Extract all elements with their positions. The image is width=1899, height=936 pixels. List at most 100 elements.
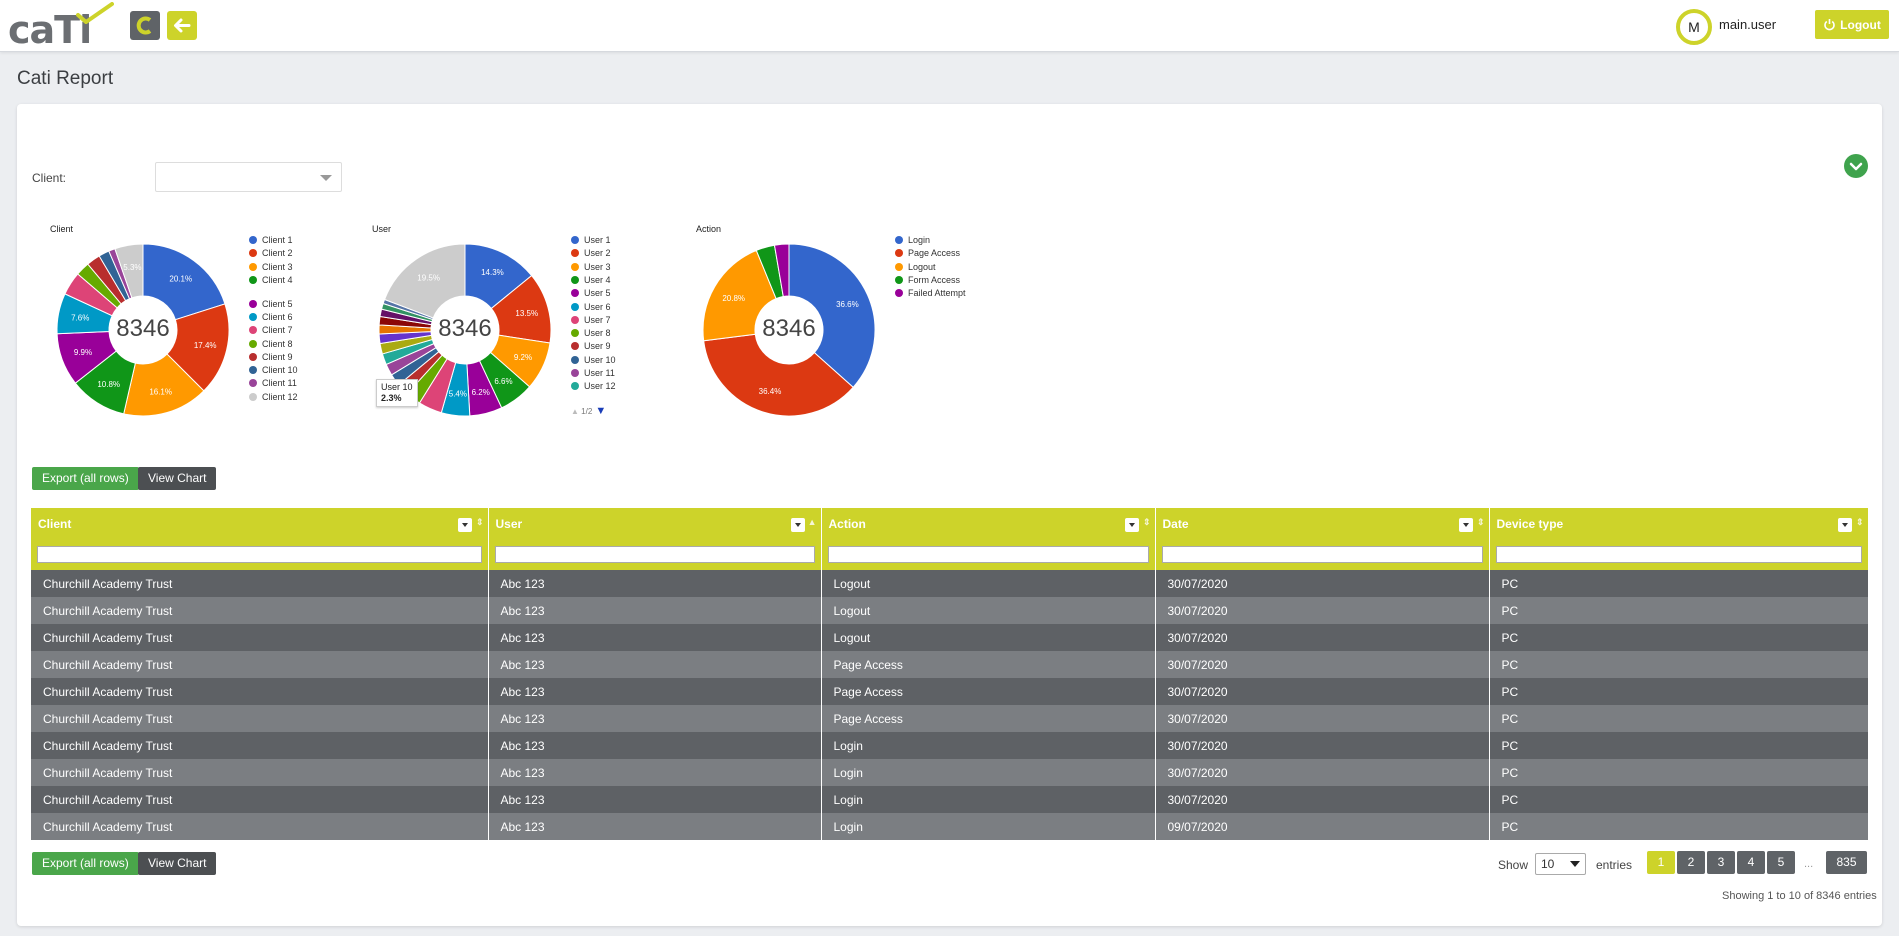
- slice-label: 16.1%: [149, 388, 172, 397]
- legend-item[interactable]: Client 11: [249, 378, 297, 388]
- legend-next-icon[interactable]: ▼: [592, 405, 607, 417]
- legend-label: Client 12: [262, 391, 298, 402]
- export-all-rows-button-bottom[interactable]: Export (all rows): [32, 852, 139, 875]
- table-cell: Abc 123: [488, 597, 822, 624]
- legend-item[interactable]: Client 6: [249, 312, 293, 322]
- legend-prev-icon[interactable]: ▲: [571, 407, 582, 416]
- table-cell: PC: [1489, 678, 1869, 705]
- table-row[interactable]: Churchill Academy Trust Abc 123 Logout 30/0…: [31, 624, 1869, 651]
- legend-item[interactable]: User 6: [571, 302, 611, 312]
- column-filter-dropdown[interactable]: [1837, 518, 1852, 532]
- page-button-last[interactable]: 835: [1826, 851, 1867, 874]
- column-header-client[interactable]: Client ⇕: [31, 508, 489, 540]
- client-select[interactable]: [155, 162, 342, 192]
- legend-item[interactable]: User 10: [571, 355, 616, 365]
- logout-button[interactable]: Logout: [1815, 10, 1889, 39]
- legend-item[interactable]: Client 1: [249, 235, 293, 245]
- legend-item[interactable]: Client 10: [249, 365, 298, 375]
- donut-slice[interactable]: [383, 243, 466, 319]
- legend-item[interactable]: User 4: [571, 275, 611, 285]
- action-filter-input[interactable]: [827, 546, 1149, 563]
- date-filter-input[interactable]: [1161, 546, 1483, 563]
- legend-item[interactable]: Client 8: [249, 339, 293, 349]
- view-chart-button-bottom[interactable]: View Chart: [138, 852, 217, 875]
- table-row[interactable]: Churchill Academy Trust Abc 123 Login 09/07…: [31, 813, 1869, 840]
- page-button-1[interactable]: 1: [1647, 851, 1675, 874]
- sort-icon[interactable]: ▲: [807, 517, 817, 527]
- column-header-action[interactable]: Action ⇕: [821, 508, 1156, 540]
- legend-item[interactable]: User 3: [571, 262, 611, 272]
- legend-swatch: [571, 329, 579, 338]
- tooltip-name: User 10: [381, 382, 413, 392]
- collapse-button[interactable]: [1844, 154, 1868, 178]
- legend-item[interactable]: Failed Attempt: [895, 288, 966, 298]
- legend-item[interactable]: User 8: [571, 328, 611, 338]
- page-button-5[interactable]: 5: [1767, 851, 1795, 874]
- slice-label: 9.9%: [74, 348, 92, 357]
- client-filter-input[interactable]: [37, 546, 482, 563]
- legend-item[interactable]: Page Access: [895, 248, 960, 258]
- export-all-rows-button[interactable]: Export (all rows): [32, 467, 139, 490]
- legend-item[interactable]: User 7: [571, 315, 611, 325]
- column-filter-dropdown[interactable]: [1458, 518, 1473, 532]
- table-row[interactable]: Churchill Academy Trust Abc 123 Page Acces…: [31, 651, 1869, 678]
- legend-item[interactable]: User 12: [571, 381, 616, 391]
- donut-slice[interactable]: [703, 333, 854, 417]
- table-row[interactable]: Churchill Academy Trust Abc 123 Page Acces…: [31, 678, 1869, 705]
- donut-slice[interactable]: [142, 243, 226, 321]
- donut-slice[interactable]: [788, 243, 876, 388]
- legend-item[interactable]: Form Access: [895, 275, 960, 285]
- legend-item[interactable]: Client 3: [249, 262, 293, 272]
- legend-pager[interactable]: ▲ 1/2 ▼: [571, 405, 606, 417]
- table-row[interactable]: Churchill Academy Trust Abc 123 Login 30/07…: [31, 732, 1869, 759]
- table-row[interactable]: Churchill Academy Trust Abc 123 Logout 30/0…: [31, 570, 1869, 597]
- legend-item[interactable]: Login: [895, 235, 930, 245]
- table-row[interactable]: Churchill Academy Trust Abc 123 Logout 30/0…: [31, 597, 1869, 624]
- page-size-select[interactable]: 10: [1535, 853, 1586, 875]
- column-header-user[interactable]: User ▲: [488, 508, 822, 540]
- donut-slice[interactable]: [773, 243, 790, 298]
- c-logo-icon: [136, 16, 152, 35]
- page-button-4[interactable]: 4: [1737, 851, 1765, 874]
- table-row[interactable]: Churchill Academy Trust Abc 123 Login 30/07…: [31, 786, 1869, 813]
- table-row[interactable]: Churchill Academy Trust Abc 123 Login 30/07…: [31, 759, 1869, 786]
- donut-slice[interactable]: [114, 243, 144, 299]
- page-button-3[interactable]: 3: [1707, 851, 1735, 874]
- column-filter-dropdown[interactable]: [457, 518, 472, 532]
- table-row[interactable]: Churchill Academy Trust Abc 123 Page Acces…: [31, 705, 1869, 732]
- cati-logo[interactable]: caTi: [8, 2, 114, 52]
- donut-slice[interactable]: [702, 249, 777, 342]
- legend-item[interactable]: Client 12: [249, 392, 298, 402]
- sort-icon[interactable]: ⇕: [1476, 517, 1485, 527]
- cati-home-button[interactable]: [130, 11, 160, 40]
- legend-item[interactable]: Client 2: [249, 248, 293, 258]
- username[interactable]: main.user: [1719, 17, 1777, 32]
- column-filter-dropdown[interactable]: [790, 518, 805, 532]
- legend-swatch: [249, 312, 257, 321]
- legend-item[interactable]: Client 5: [249, 299, 293, 309]
- device-type-filter-input[interactable]: [1495, 546, 1862, 563]
- column-header-device-type[interactable]: Device type ⇕: [1489, 508, 1869, 540]
- legend-item[interactable]: Client 7: [249, 325, 293, 335]
- column-header-date[interactable]: Date ⇕: [1155, 508, 1490, 540]
- column-filter-dropdown[interactable]: [1124, 518, 1139, 532]
- legend-item[interactable]: User 5: [571, 288, 611, 298]
- sort-icon[interactable]: ⇕: [1142, 517, 1151, 527]
- legend-item[interactable]: Client 4: [249, 275, 293, 285]
- user-filter-input[interactable]: [494, 546, 815, 563]
- avatar[interactable]: M: [1676, 9, 1712, 45]
- donut-total: 8346: [762, 315, 816, 342]
- view-chart-button[interactable]: View Chart: [138, 467, 217, 490]
- back-button[interactable]: [167, 11, 197, 40]
- page-button-2[interactable]: 2: [1677, 851, 1705, 874]
- sort-icon[interactable]: ⇕: [1855, 517, 1864, 527]
- legend-item[interactable]: Client 9: [249, 352, 293, 362]
- table-cell: Churchill Academy Trust: [31, 786, 489, 813]
- legend-item[interactable]: User 11: [571, 368, 615, 378]
- donut-total: 8346: [116, 315, 170, 342]
- legend-item[interactable]: User 9: [571, 341, 611, 351]
- legend-item[interactable]: User 2: [571, 248, 611, 258]
- sort-icon[interactable]: ⇕: [475, 517, 484, 527]
- legend-item[interactable]: User 1: [571, 235, 611, 245]
- legend-item[interactable]: Logout: [895, 262, 936, 272]
